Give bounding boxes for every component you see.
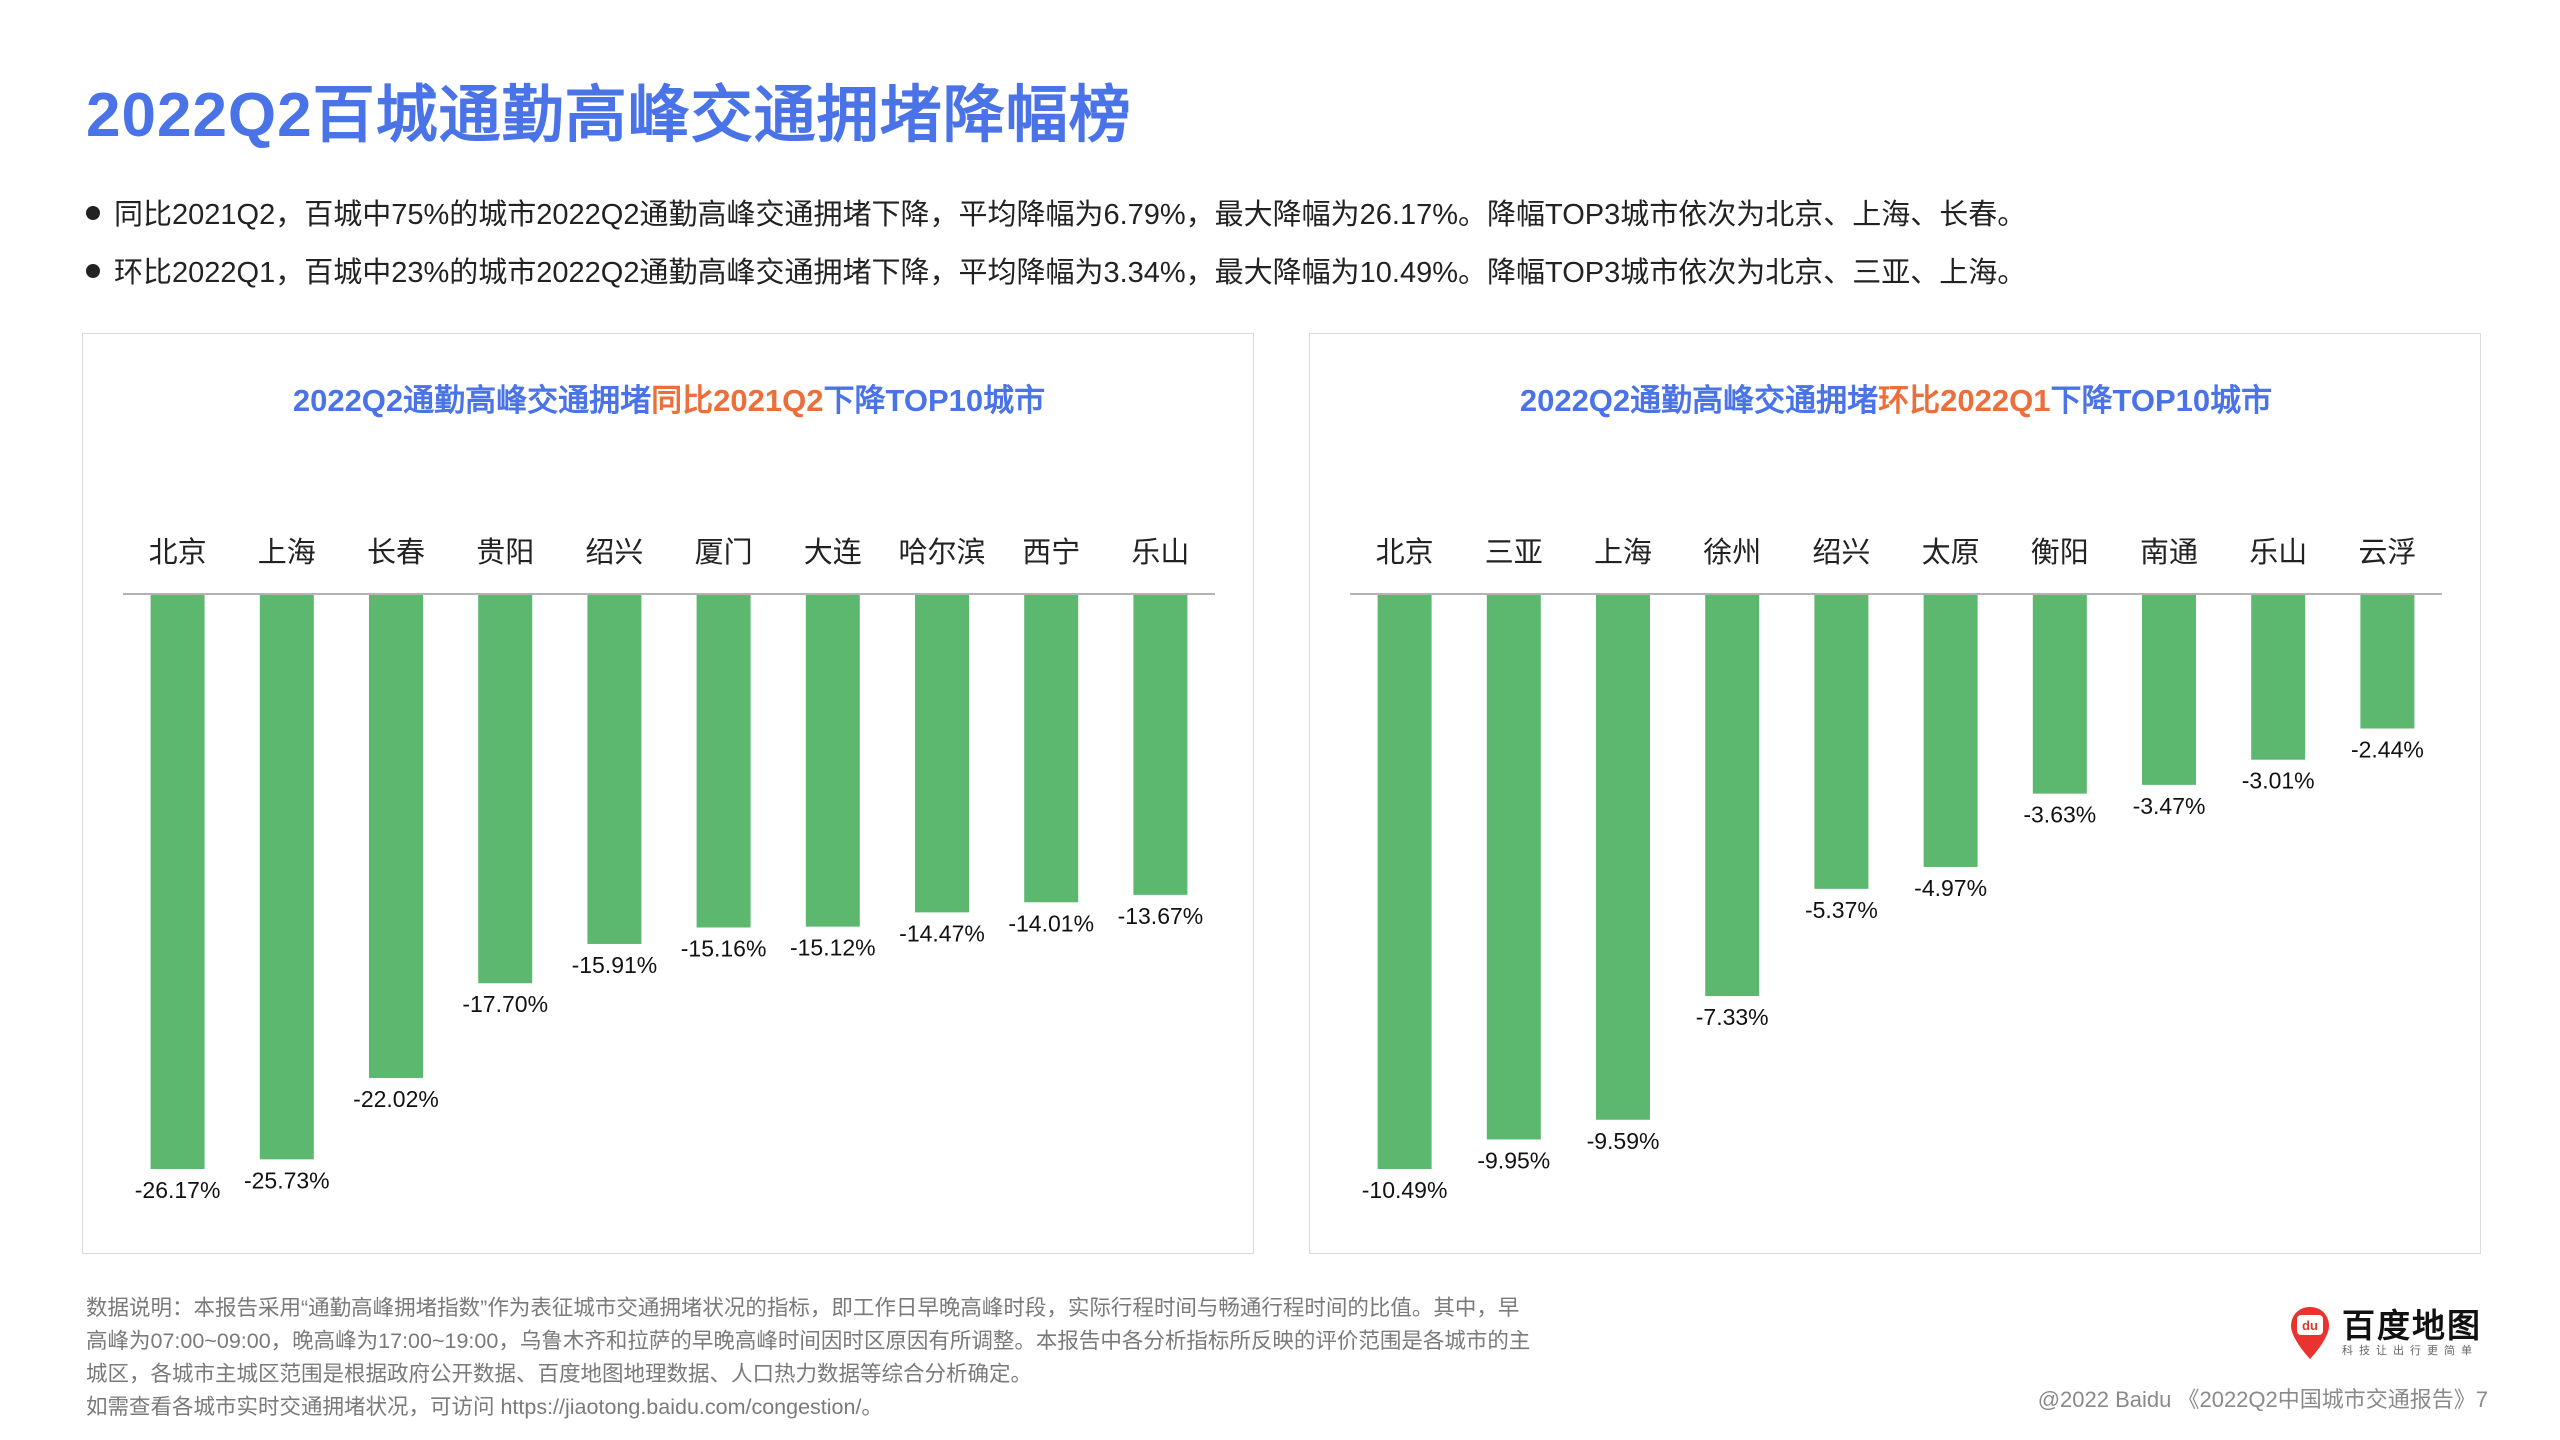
data-label: -5.37% [1805,897,1878,923]
yoy-decline-chart: 2022Q2通勤高峰交通拥堵同比2021Q2下降TOP10城市北京 -26.17%… [82,333,1254,1254]
category-label: 贵阳 [476,536,534,569]
chart-title-part: 2022Q2通勤高峰交通拥堵 [1520,383,1878,418]
bullet-qoq-text: 环比2022Q1，百城中23%的城市2022Q2通勤高峰交通拥堵下降，平均降幅为… [114,257,2027,289]
data-label: -14.01% [1008,910,1094,936]
data-label: -2.44% [2351,737,2424,763]
bar [1133,595,1188,895]
chart-title-part: 下降TOP10城市 [824,383,1046,418]
bar [259,595,314,1160]
chart-title-part: 2022Q2通勤高峰交通拥堵 [293,383,651,418]
bar [1923,595,1978,867]
data-note-line: 数据说明：本报告采用“通勤高峰拥堵指数”作为表征城市交通拥堵状况的指标，即工作日… [86,1296,1520,1320]
category-label: 长春 [367,536,425,569]
bar [915,595,969,913]
category-label: 上海 [1594,536,1652,569]
bullet-yoy-text: 同比2021Q2，百城中75%的城市2022Q2通勤高峰交通拥堵下降，平均降幅为… [114,199,2027,231]
map-pin-icon: du [2291,1307,2329,1359]
category-label: 大连 [804,536,862,569]
category-label: 云浮 [2358,536,2416,569]
bar [1596,595,1650,1120]
category-label: 北京 [149,536,207,569]
data-label: -10.49% [1362,1177,1448,1203]
category-label: 衡阳 [2031,536,2089,569]
copyright-note: @2022 Baidu 《2022Q2中国城市交通报告》7 [2037,1387,2488,1412]
data-note-line: 高峰为07:00~09:00，晚高峰为17:00~19:00，乌鲁木齐和拉萨的早… [86,1329,1531,1353]
bar [2032,595,2087,794]
bar [587,595,642,944]
baidu-map-logo: du 百度地图 科技让出行更简单 [2288,1303,2482,1363]
data-note-line: 如需查看各城市实时交通拥堵状况，可访问 https://jiaotong.bai… [86,1395,883,1419]
qoq-decline-chart: 2022Q2通勤高峰交通拥堵环比2022Q1下降TOP10城市北京 -10.49%… [1309,333,2481,1254]
category-label: 乐山 [1131,537,1189,569]
category-label: 三亚 [1485,537,1543,569]
category-label: 厦门 [695,536,753,569]
data-label: -25.73% [244,1167,330,1193]
bar [1486,595,1541,1140]
data-label: -22.02% [353,1086,439,1112]
bar [150,595,205,1169]
summary-bullets: 同比2021Q2，百城中75%的城市2022Q2通勤高峰交通拥堵下降，平均降幅为… [86,186,2026,302]
category-label: 徐州 [1703,536,1761,569]
bullet-dot-icon [86,264,100,279]
data-label: -17.70% [462,991,548,1017]
category-label: 上海 [258,536,316,569]
bar [805,595,860,927]
chart-title-part: 同比2021Q2 [651,383,823,418]
category-label: 绍兴 [585,536,643,569]
logo-slogan: 科技让出行更简单 [2342,1345,2478,1357]
bullet-qoq: 环比2022Q1，百城中23%的城市2022Q2通勤高峰交通拥堵下降，平均降幅为… [86,244,2026,302]
category-label: 哈尔滨 [898,536,985,569]
category-label: 绍兴 [1812,536,1870,569]
data-note: 数据说明：本报告采用“通勤高峰拥堵指数”作为表征城市交通拥堵状况的指标，即工作日… [86,1292,1646,1424]
data-label: -15.16% [681,936,767,962]
bar [2251,595,2306,760]
logo-name: 百度地图 [2342,1307,2482,1344]
data-label: -13.67% [1118,903,1204,929]
category-label: 南通 [2140,536,2198,569]
category-label: 西宁 [1022,536,1080,569]
chart-title-part: 下降TOP10城市 [2051,383,2273,418]
bar [1814,595,1869,889]
bullet-dot-icon [86,206,100,221]
bullet-yoy: 同比2021Q2，百城中75%的城市2022Q2通勤高峰交通拥堵下降，平均降幅为… [86,186,2026,244]
bar [1377,595,1432,1169]
logo-mark-text: du [2302,1318,2318,1333]
chart-title: 2022Q2通勤高峰交通拥堵环比2022Q1下降TOP10城市 [1520,383,2272,418]
bar [478,595,533,984]
data-label: -4.97% [1914,875,1987,901]
data-label: -14.47% [899,920,985,946]
category-label: 太原 [1922,536,1980,569]
bar [1705,595,1760,997]
bar [2142,595,2196,785]
bar [696,595,751,928]
data-label: -15.91% [572,952,658,978]
chart-title: 2022Q2通勤高峰交通拥堵同比2021Q2下降TOP10城市 [293,383,1045,418]
chart-title-part: 环比2022Q1 [1878,383,2050,418]
data-label: -3.47% [2133,793,2206,819]
bar [369,595,423,1078]
category-label: 北京 [1376,536,1434,569]
data-label: -7.33% [1696,1004,1769,1030]
data-label: -3.63% [2023,802,2096,828]
data-note-line: 城区，各城市主城区范围是根据政府公开数据、百度地图地理数据、人口热力数据等综合分… [86,1362,1033,1386]
data-label: -26.17% [135,1177,221,1203]
data-label: -9.59% [1587,1128,1660,1154]
category-label: 乐山 [2249,537,2307,569]
data-label: -9.95% [1477,1147,1550,1173]
page-title: 2022Q2百城通勤高峰交通拥堵降幅榜 [86,81,1132,150]
bar [1024,595,1079,903]
data-label: -15.12% [790,935,876,961]
bar [2360,595,2415,729]
data-label: -3.01% [2242,768,2315,794]
